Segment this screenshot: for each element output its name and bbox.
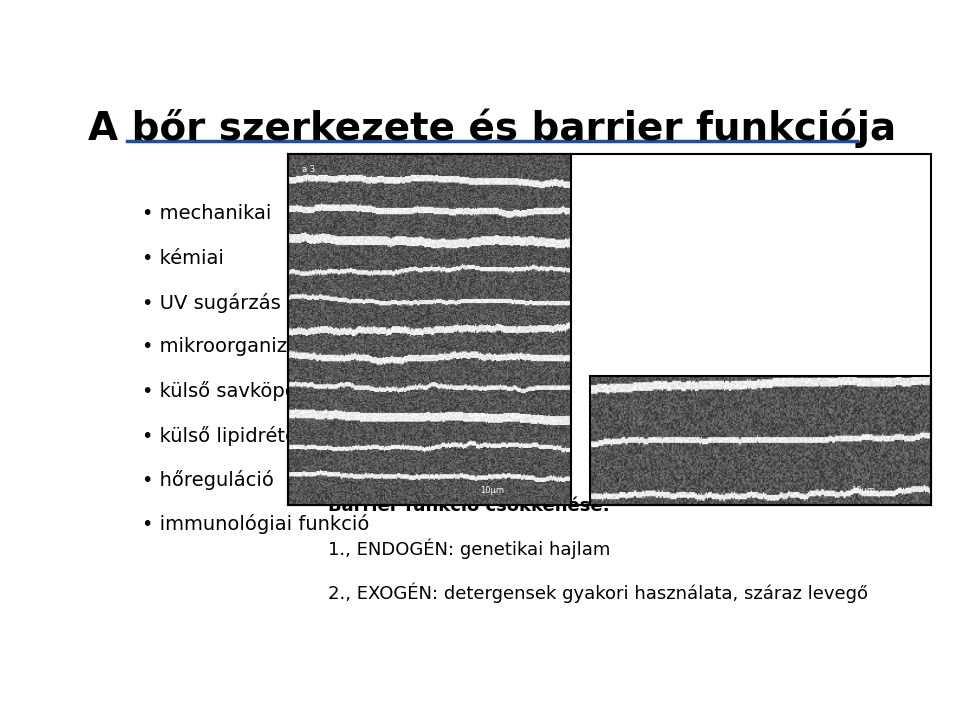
Text: 2., EXOGÉN: detergensek gyakori használata, száraz levegő: 2., EXOGÉN: detergensek gyakori használa… [328, 582, 869, 602]
Text: a 3: a 3 [302, 165, 315, 174]
Text: • mechanikai: • mechanikai [142, 204, 272, 223]
Text: 10µm: 10µm [851, 486, 876, 495]
Text: A bőr szerkezete és barrier funkciója: A bőr szerkezete és barrier funkciója [88, 109, 896, 148]
Text: • UV sugárzás: • UV sugárzás [142, 293, 281, 312]
Text: • hőreguláció: • hőreguláció [142, 470, 275, 490]
Text: 10µm: 10µm [480, 486, 504, 495]
Text: • külső lipidréteg: • külső lipidréteg [142, 425, 310, 446]
Text: 1., ENDOGÉN: genetikai hajlam: 1., ENDOGÉN: genetikai hajlam [328, 539, 611, 559]
Text: • külső savköpeny: • külső savköpeny [142, 381, 321, 402]
Text: a 3: a 3 [604, 386, 617, 395]
Text: • kémiai: • kémiai [142, 249, 225, 267]
Text: • mikroorganizmusok: • mikroorganizmusok [142, 338, 352, 357]
Text: • immunológiai funkció: • immunológiai funkció [142, 515, 370, 534]
Text: Barrier funkció csökkenése:: Barrier funkció csökkenése: [328, 497, 610, 515]
